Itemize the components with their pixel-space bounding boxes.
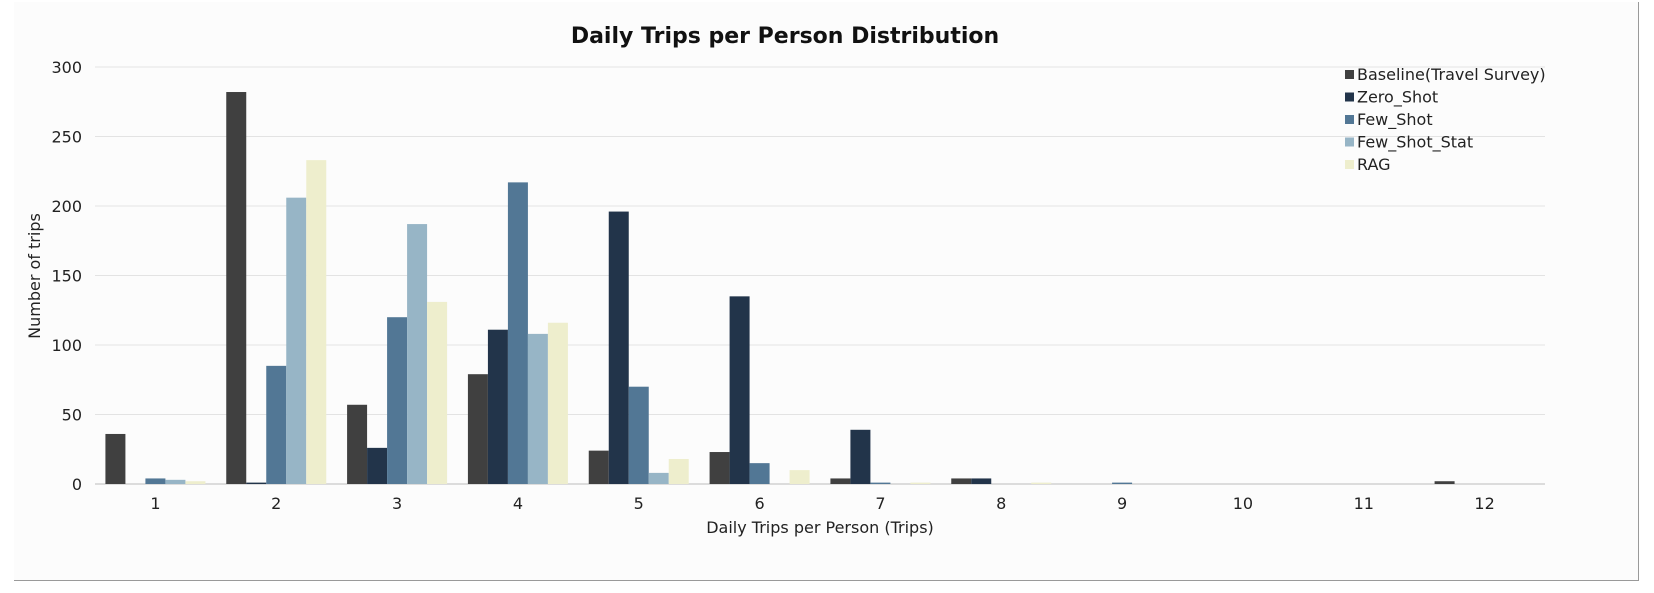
gridlines: [95, 66, 1545, 485]
legend-swatch: [1345, 92, 1354, 102]
legend-label: Baseline(Travel Survey): [1357, 65, 1546, 84]
x-tick-label: 7: [875, 494, 885, 513]
legend-swatch: [1345, 137, 1354, 147]
x-tick-label: 3: [392, 494, 402, 513]
x-axis-ticks: 1 2 3 4 5 6 7 8 9 10 11 12: [150, 494, 1494, 513]
y-tick-label: 300: [51, 58, 82, 77]
x-tick-label: 6: [754, 494, 764, 513]
bar: [507, 182, 528, 484]
y-tick-label: 200: [51, 197, 82, 216]
bar: [588, 450, 609, 484]
y-tick-label: 50: [62, 406, 82, 425]
bar: [971, 478, 992, 484]
legend-label: RAG: [1357, 155, 1391, 174]
bar: [367, 447, 388, 484]
bar: [347, 404, 368, 484]
x-tick-label: 4: [513, 494, 523, 513]
legend-label: Zero_Shot: [1357, 88, 1438, 108]
bar: [266, 365, 287, 484]
legend-swatch: [1345, 115, 1354, 124]
bar: [306, 160, 327, 484]
bar: [407, 224, 428, 484]
bar: [105, 433, 126, 484]
bar: [789, 470, 810, 484]
bar: [830, 478, 851, 484]
bar: [165, 479, 186, 484]
y-tick-label: 250: [51, 128, 82, 147]
bar: [628, 386, 649, 484]
y-tick-label: 0: [72, 475, 82, 494]
y-tick-label: 150: [51, 267, 82, 286]
bar: [246, 482, 267, 484]
y-tick-label: 100: [51, 336, 82, 355]
bar: [1031, 482, 1052, 484]
x-tick-label: 9: [1117, 494, 1127, 513]
x-tick-label: 2: [271, 494, 281, 513]
bar: [1434, 481, 1455, 484]
bar: [387, 317, 408, 484]
legend-label: Few_Shot_Stat: [1357, 133, 1473, 153]
x-tick-label: 1: [150, 494, 160, 513]
legend-swatch: [1345, 70, 1354, 79]
bar: [226, 92, 247, 485]
bar: [427, 301, 448, 484]
x-tick-label: 8: [996, 494, 1006, 513]
bar: [951, 478, 972, 484]
bar: [709, 452, 730, 484]
x-tick-label: 10: [1233, 494, 1253, 513]
x-tick-label: 11: [1354, 494, 1374, 513]
bar: [1112, 482, 1133, 484]
bar: [729, 296, 750, 484]
bar: [467, 374, 488, 484]
bars: [105, 92, 1455, 485]
bar: [608, 211, 629, 484]
legend-swatch: [1345, 160, 1354, 169]
legend: Baseline(Travel Survey)Zero_ShotFew_Shot…: [1345, 65, 1546, 174]
bar: [668, 458, 689, 484]
bar: [870, 482, 891, 484]
x-axis-label: Daily Trips per Person (Trips): [706, 518, 934, 537]
bar: [910, 482, 931, 484]
x-tick-label: 12: [1474, 494, 1494, 513]
chart-title: Daily Trips per Person Distribution: [571, 24, 999, 49]
bar: [487, 329, 508, 484]
bar: [648, 472, 669, 484]
bar: [547, 322, 568, 484]
legend-label: Few_Shot: [1357, 110, 1433, 130]
x-tick-label: 5: [634, 494, 644, 513]
bar: [145, 478, 166, 484]
bar: [185, 481, 206, 484]
bar: [749, 463, 770, 484]
y-axis-label: Number of trips: [25, 213, 44, 339]
bar: [286, 197, 307, 484]
y-axis-ticks: 0 50 100 150 200 250 300: [51, 58, 82, 494]
bar: [850, 429, 871, 484]
bar: [527, 333, 548, 484]
